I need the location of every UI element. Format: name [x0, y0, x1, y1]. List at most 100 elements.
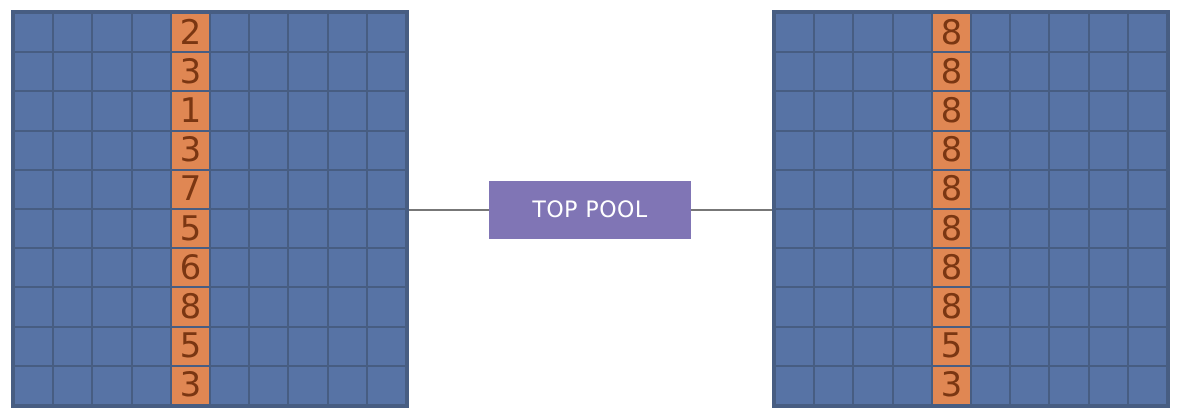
output-grid-cell	[815, 288, 853, 326]
output-grid-cell	[1128, 14, 1166, 52]
output-grid-cell	[776, 288, 814, 326]
output-grid-cell	[1050, 366, 1088, 404]
output-grid-cell	[972, 53, 1010, 91]
output-grid-cell	[1011, 288, 1049, 326]
output-grid-cell	[1089, 288, 1127, 326]
output-grid-cell	[815, 366, 853, 404]
input-grid-cell	[93, 327, 131, 365]
output-grid-cell	[972, 249, 1010, 287]
input-grid-cell	[250, 170, 288, 208]
input-grid-cell	[328, 366, 366, 404]
output-grid-cell	[854, 53, 892, 91]
input-grid-cell	[328, 288, 366, 326]
output-grid-cell	[1050, 288, 1088, 326]
output-grid-cell	[893, 53, 931, 91]
input-value-cell: 5	[171, 210, 209, 248]
connector-line-right	[691, 209, 772, 211]
input-grid-cell	[211, 170, 249, 208]
output-grid-cell	[1011, 210, 1049, 248]
input-value-cell: 7	[171, 170, 209, 208]
input-grid-cell	[132, 288, 170, 326]
input-grid-cell	[93, 170, 131, 208]
input-grid-cell	[289, 92, 327, 130]
input-grid-cell	[250, 249, 288, 287]
output-grid-cell	[972, 366, 1010, 404]
output-value-cell: 8	[932, 92, 970, 130]
output-grid-cell	[1050, 92, 1088, 130]
input-grid-cell	[250, 131, 288, 169]
input-grid-cell	[15, 53, 53, 91]
output-grid-cell	[972, 14, 1010, 52]
input-grid-cell	[367, 92, 405, 130]
output-grid-cell	[1050, 170, 1088, 208]
input-grid-cell	[132, 366, 170, 404]
output-grid-cell	[1089, 366, 1127, 404]
input-grid-cell	[367, 210, 405, 248]
output-grid-cell	[815, 131, 853, 169]
output-grid-cell	[776, 327, 814, 365]
output-grid-cell	[893, 366, 931, 404]
input-value-cell: 3	[171, 366, 209, 404]
output-grid-cell	[776, 366, 814, 404]
input-grid-cell	[54, 92, 92, 130]
input-grid-cell	[15, 366, 53, 404]
output-grid-cell	[776, 14, 814, 52]
output-grid-cell	[1011, 14, 1049, 52]
input-grid-cell	[93, 210, 131, 248]
output-value-cell: 5	[932, 327, 970, 365]
input-value-cell: 3	[171, 53, 209, 91]
input-grid-cell	[15, 14, 53, 52]
output-grid-cell	[854, 131, 892, 169]
input-grid-cell	[132, 327, 170, 365]
input-grid-cell	[367, 366, 405, 404]
input-value-cell: 2	[171, 14, 209, 52]
input-grid-cell	[15, 327, 53, 365]
input-grid-cell	[54, 366, 92, 404]
output-grid-cell	[972, 170, 1010, 208]
input-grid-cell	[132, 92, 170, 130]
output-grid-cell	[1011, 249, 1049, 287]
output-grid-cell	[1089, 170, 1127, 208]
output-grid-cell	[1128, 131, 1166, 169]
top-pool-operation-box: TOP POOL	[489, 181, 691, 239]
input-grid-cell	[289, 170, 327, 208]
output-grid-cell	[972, 327, 1010, 365]
input-grid-cell	[328, 131, 366, 169]
output-grid-cell	[893, 288, 931, 326]
input-grid-cell	[328, 249, 366, 287]
output-grid-cell	[1011, 366, 1049, 404]
output-grid-cell	[972, 92, 1010, 130]
output-value-cell: 8	[932, 53, 970, 91]
input-grid-cell	[54, 210, 92, 248]
input-grid-cell	[328, 53, 366, 91]
input-grid-cell	[54, 249, 92, 287]
input-grid-cell	[93, 14, 131, 52]
output-grid-cell	[1050, 131, 1088, 169]
input-value-cell: 5	[171, 327, 209, 365]
input-grid-cell	[54, 131, 92, 169]
output-grid-cell	[815, 53, 853, 91]
input-grid-cell	[132, 249, 170, 287]
output-grid-cell	[854, 210, 892, 248]
input-grid-cell	[211, 288, 249, 326]
input-grid-cell	[289, 288, 327, 326]
output-grid-cell	[815, 170, 853, 208]
input-grid-cell	[132, 131, 170, 169]
input-grid-cell	[93, 288, 131, 326]
output-grid-cell	[972, 288, 1010, 326]
input-grid-cell	[367, 53, 405, 91]
output-grid-cell	[893, 170, 931, 208]
output-grid-cell	[1089, 327, 1127, 365]
input-grid-cell	[211, 366, 249, 404]
output-grid-cell	[893, 92, 931, 130]
input-grid-cell	[289, 53, 327, 91]
input-grid-cell	[250, 14, 288, 52]
input-grid-cell	[250, 366, 288, 404]
output-grid-cell	[1050, 53, 1088, 91]
connector-line-left	[409, 209, 490, 211]
input-grid-cell	[289, 14, 327, 52]
input-grid-cell	[289, 366, 327, 404]
input-grid-cell	[15, 249, 53, 287]
output-grid-cell	[1011, 92, 1049, 130]
